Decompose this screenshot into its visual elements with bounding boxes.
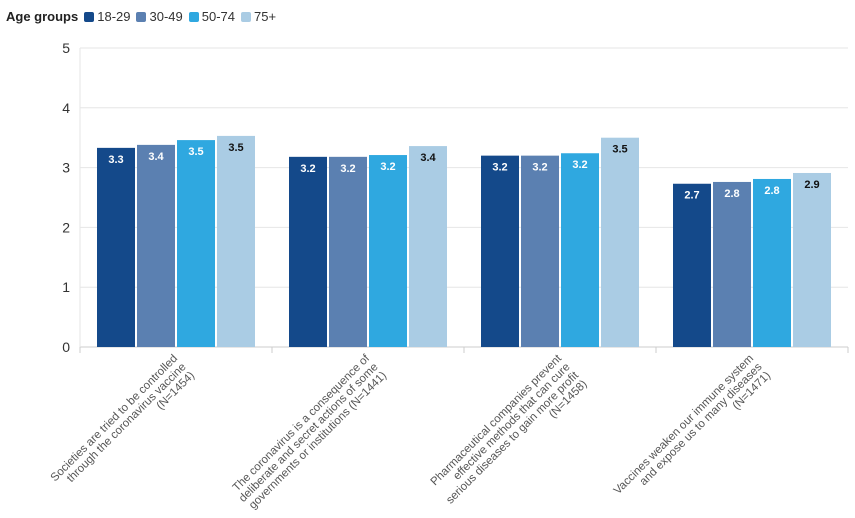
bar-18-29-1	[97, 147, 135, 347]
legend: Age groups 18-29 30-49 50-74 75+	[6, 9, 282, 24]
data-label: 3.4	[420, 152, 436, 164]
data-label: 3.2	[300, 163, 315, 175]
bar-30-49-4	[713, 181, 751, 347]
legend-swatch	[84, 11, 95, 22]
bar-50-74-4	[753, 178, 791, 347]
bar-75+-4	[793, 172, 831, 347]
bar-30-49-3	[521, 155, 559, 347]
data-label: 2.9	[804, 179, 819, 191]
x-category-label-line: Vaccines weaken our immune system	[612, 353, 756, 497]
x-category-label: The coronavirus is a consequence ofdelib…	[228, 352, 389, 513]
bar-18-29-4	[673, 183, 711, 347]
bar-75+-2	[409, 146, 447, 347]
x-category-label-line: and expose us to many diseases	[638, 361, 765, 488]
bar-50-74-1	[177, 140, 215, 347]
x-category-label-line: Pharmaceutical companies prevent	[429, 352, 565, 488]
y-tick-label: 1	[62, 279, 70, 295]
x-category-label-line: Societies are tried to be controlled	[49, 353, 180, 484]
legend-label: 18-29	[97, 9, 131, 24]
y-tick-label: 0	[62, 339, 70, 355]
bar-18-29-3	[481, 155, 519, 347]
x-category-label: Pharmaceutical companies preventeffectiv…	[427, 352, 590, 515]
bar-50-74-3	[561, 153, 599, 347]
x-category-label-line: deliberate and secret actions of some	[237, 361, 381, 505]
data-label: 3.5	[188, 146, 203, 158]
data-label: 2.8	[724, 188, 739, 200]
bar-30-49-1	[137, 144, 175, 347]
data-label: 2.8	[764, 185, 779, 197]
y-tick-label: 3	[62, 160, 70, 176]
data-label: 3.2	[492, 162, 507, 174]
data-label: 3.2	[340, 163, 355, 175]
bar-75+-1	[217, 135, 255, 347]
y-tick-label: 4	[62, 100, 70, 116]
x-category-label: Vaccines weaken our immune systemand exp…	[612, 352, 774, 514]
x-category-label-line: through the coronavirus vaccine	[65, 361, 189, 485]
bar-30-49-2	[329, 156, 367, 347]
legend-item-75+[interactable]: 75+	[240, 9, 277, 24]
bar-18-29-2	[289, 156, 327, 347]
legend-item-50-74[interactable]: 50-74	[188, 9, 235, 24]
legend-label: 50-74	[201, 9, 235, 24]
data-label: 3.2	[572, 159, 587, 171]
legend-title: Age groups	[6, 9, 79, 24]
x-category-label: Societies are tried to be controlledthro…	[49, 353, 198, 502]
data-label: 3.5	[612, 144, 627, 156]
x-category-label-line: serious diseases to gain more profit	[444, 369, 581, 506]
data-label: 3.3	[108, 154, 123, 166]
legend-swatch	[136, 11, 147, 22]
legend-item-18-29[interactable]: 18-29	[84, 9, 130, 24]
bar-75+-3	[601, 137, 639, 347]
legend-item-30-49[interactable]: 30-49	[136, 9, 183, 24]
y-tick-label: 2	[62, 219, 70, 235]
legend-swatch	[188, 11, 199, 22]
data-label: 2.7	[684, 190, 699, 202]
legend-label: 30-49	[149, 9, 183, 24]
x-category-label-line: governments or institutions (N=1441)	[247, 369, 389, 511]
legend-swatch	[240, 11, 251, 22]
data-label: 3.4	[148, 151, 164, 163]
bar-50-74-2	[369, 155, 407, 347]
data-label: 3.2	[380, 161, 395, 173]
x-category-label-line: effective methods that can cure	[451, 361, 572, 482]
legend-label: 75+	[253, 9, 277, 24]
x-category-label-line: The coronavirus is a consequence of	[231, 352, 373, 494]
y-tick-label: 5	[62, 40, 70, 56]
data-label: 3.5	[228, 142, 243, 154]
data-label: 3.2	[532, 162, 547, 174]
